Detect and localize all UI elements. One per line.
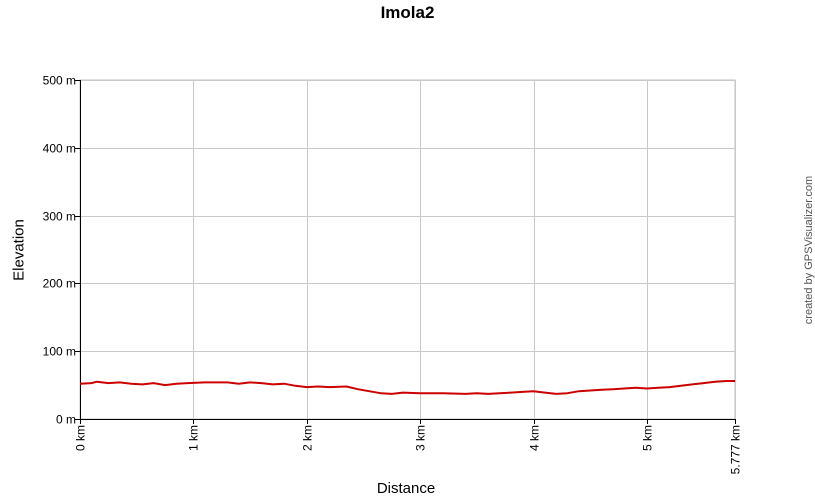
x-tick-label: 0 km xyxy=(74,425,88,451)
y-tick-label: 200 m xyxy=(43,277,76,291)
y-tick-label: 400 m xyxy=(43,142,76,156)
chart-title: Imola2 xyxy=(380,3,435,22)
x-tick-label: 2 km xyxy=(301,425,315,451)
y-tick-label: 100 m xyxy=(43,345,76,359)
x-ticks: 0 km 1 km 2 km 3 km 4 km 5 km 5.777 km xyxy=(74,419,743,474)
y-tick-label: 300 m xyxy=(43,210,76,224)
elevation-line xyxy=(79,380,735,395)
grid xyxy=(79,79,736,420)
series-group xyxy=(79,380,735,395)
y-tick-label: 500 m xyxy=(43,74,76,88)
x-tick-label: 5.777 km xyxy=(729,425,743,474)
x-tick-label: 5 km xyxy=(641,425,655,451)
y-tick-label: 0 m xyxy=(56,413,76,427)
plot-frame xyxy=(79,79,736,420)
y-ticks: 0 m 100 m 200 m 300 m 400 m 500 m xyxy=(43,74,80,427)
x-tick-label: 3 km xyxy=(414,425,428,451)
x-tick-label: 1 km xyxy=(187,425,201,451)
x-axis-label: Distance xyxy=(376,480,436,497)
x-tick-label: 4 km xyxy=(528,425,542,451)
